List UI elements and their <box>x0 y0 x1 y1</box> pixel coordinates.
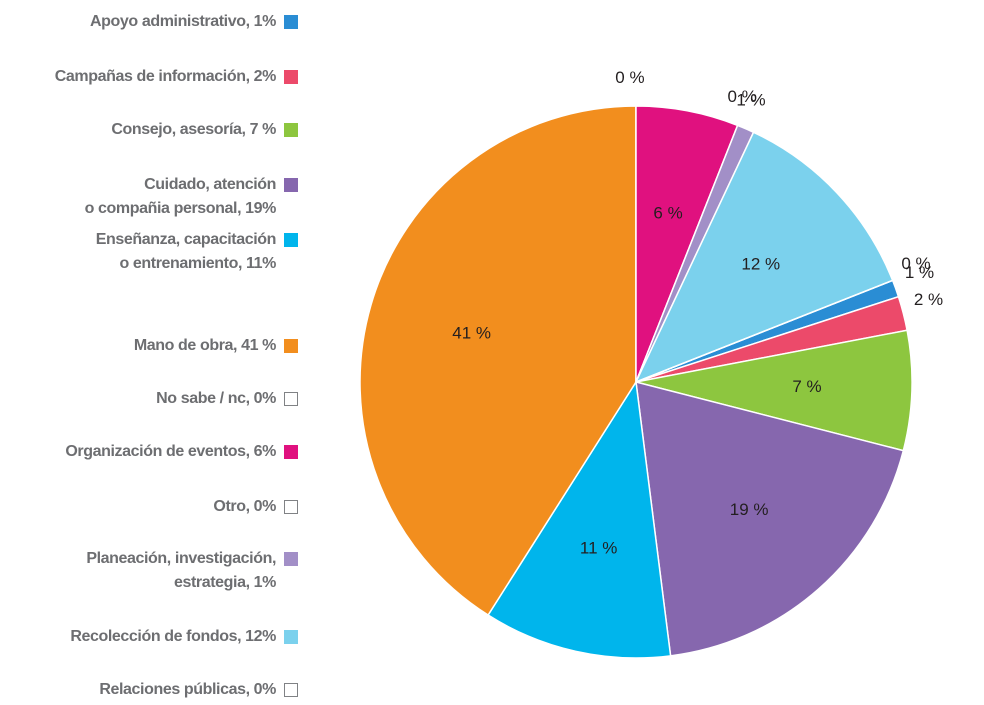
legend-label: No sabe / nc, 0% <box>156 390 276 407</box>
legend-label: Campañas de información, 2% <box>54 68 277 85</box>
slice-label: 6 % <box>653 203 682 222</box>
pie-slice <box>635 329 913 452</box>
legend-swatch <box>284 339 298 353</box>
slice-label: 1 % <box>736 90 765 109</box>
legend-swatch <box>284 630 298 644</box>
slice-label: 2 % <box>914 290 943 309</box>
legend-swatch <box>284 683 298 697</box>
pie-slice <box>487 379 672 659</box>
pie-slice <box>635 380 905 657</box>
legend-label: Planeación, investigación, estrategia, 1… <box>86 550 276 591</box>
slice-label: 1 % <box>905 263 934 282</box>
legend-label: Consejo, asesoría, 7 % <box>111 121 276 138</box>
legend-swatch <box>284 392 298 406</box>
slice-label: 41 % <box>452 324 491 343</box>
legend-swatch <box>284 552 298 566</box>
legend-label: Enseñanza, capacitación o entrenamiento,… <box>95 231 277 272</box>
pie-slice <box>635 279 893 383</box>
legend-swatch <box>284 15 298 29</box>
pie-slice <box>634 131 894 384</box>
legend-swatch <box>284 445 298 459</box>
legend-label: Mano de obra, 41 % <box>133 337 277 354</box>
slice-label: 12 % <box>741 254 780 273</box>
legend-label: Relaciones públicas, 0% <box>99 681 276 698</box>
pie-slice <box>359 105 637 617</box>
legend-label: Organización de eventos, 6% <box>65 443 276 460</box>
slice-label: 19 % <box>730 500 769 519</box>
slice-label: 0 % <box>727 87 756 106</box>
legend-label: Otro, 0% <box>213 498 276 515</box>
legend-swatch <box>284 123 298 137</box>
slice-label: 0 % <box>615 68 644 87</box>
legend-label: Recolección de fondos, 12% <box>70 628 276 645</box>
legend-swatch <box>284 500 298 514</box>
legend-swatch <box>284 70 298 84</box>
legend-label: Cuidado, atención o compañia personal, 1… <box>84 176 277 217</box>
legend-swatch <box>284 178 298 192</box>
slice-label: 0 % <box>901 254 930 273</box>
slice-label: 7 % <box>792 377 821 396</box>
legend-swatch <box>284 233 298 247</box>
slice-label: 11 % <box>580 538 618 557</box>
legend-label: Apoyo administrativo, 1% <box>90 13 276 30</box>
